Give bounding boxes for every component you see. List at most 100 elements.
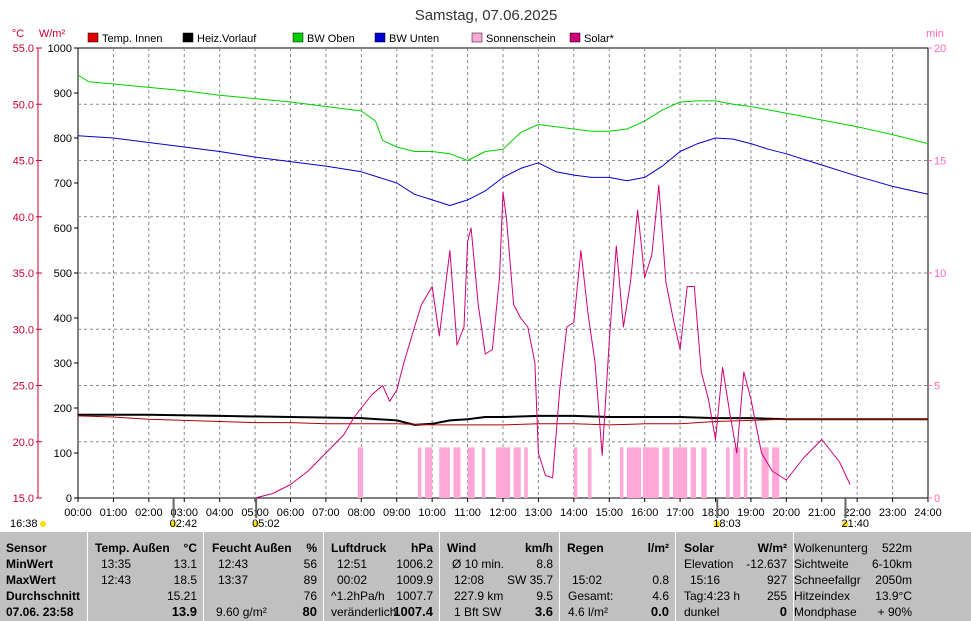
series-lines [77, 74, 929, 499]
pressure-avg-value: 1007.7 [396, 589, 433, 603]
sunshine-bar [357, 447, 364, 498]
marker-dot [170, 521, 177, 527]
rain-max-value: 0.8 [652, 573, 669, 587]
legend-swatch [374, 32, 386, 43]
temp-min-time: 13:35 [101, 557, 132, 571]
rain-header: Regen [567, 541, 604, 555]
minutes-tick-label: 10 [934, 268, 946, 280]
rain-column: Regen l/m² 15:02 0.8 Gesamt: 4.6 4.6 l/m… [560, 532, 676, 621]
series-line [77, 415, 928, 426]
sunshine-bar [690, 447, 697, 498]
temp-tick-label: 35.0 [13, 268, 34, 280]
sunshine-bar [733, 447, 741, 498]
time-markers: 16:38 02:42 05:02 18:03 21:40 [10, 498, 869, 530]
sunshine-bar [761, 447, 769, 498]
solar-tick-label: 900 [54, 88, 72, 100]
moon-phase-label: Mondphase [794, 605, 857, 619]
solar-tick-label: 200 [54, 403, 72, 415]
x-tick-label: 16:00 [631, 507, 659, 519]
solar-current-value: 0 [779, 604, 787, 619]
series-line [77, 135, 929, 206]
x-tick-label: 15:00 [595, 507, 623, 519]
solar-sun-hours: Tag:4:23 h [684, 589, 741, 603]
temp-tick-label: 15.0 [13, 493, 34, 505]
sunshine-bar [481, 447, 486, 498]
chart-axes: 00:00 01:00 02:00 03:00 04:00 05:00 06:00 07:00… [13, 43, 947, 519]
minutes-tick-label: 5 [934, 381, 940, 393]
wind-current-value: 3.6 [534, 604, 553, 619]
wind-column: Wind km/h Ø 10 min. 8.8 12:08 SW 35.7 22… [440, 532, 560, 621]
sunshine-bar [495, 447, 511, 498]
sunshine-bar [524, 447, 528, 498]
marker-dot [842, 521, 849, 527]
sunshine-bar [453, 447, 461, 498]
x-tick-label: 14:00 [560, 507, 588, 519]
sunshine-bar [673, 447, 688, 498]
marker-label: 05:02 [252, 518, 280, 530]
legend-label: BW Unten [389, 33, 439, 45]
pressure-tendency: veränderlich [331, 605, 397, 619]
solar-header: Solar [684, 541, 715, 555]
temp-tick-label: 20.0 [13, 437, 34, 449]
sunshine-bar [573, 447, 578, 498]
temp-tick-label: 45.0 [13, 156, 34, 168]
minutes-tick-label: 20 [934, 43, 946, 55]
x-tick-label: 21:00 [808, 507, 836, 519]
temp-tick-label: 50.0 [13, 99, 34, 111]
wind-day-avg-value: 9.5 [536, 589, 553, 603]
wind-distance: 227.9 km [454, 589, 504, 603]
cloud-base-value: 522m [881, 541, 912, 555]
sunshine-bar [662, 447, 670, 498]
legend-label: Solar* [584, 33, 615, 45]
x-tick-label: 05:00 [241, 507, 269, 519]
x-tick-label: 00:00 [64, 507, 92, 519]
solar-avg-value: 255 [766, 589, 787, 603]
solar-tick-label: 600 [54, 223, 72, 235]
marker-label: 18:03 [713, 518, 741, 530]
sunshine-bar [619, 447, 624, 498]
legend-label: Temp. Innen [102, 33, 163, 45]
humidity-column: Feucht Außen % 12:43 56 13:37 89 76 9.60… [204, 532, 324, 621]
wind-avg10-value: 8.8 [536, 557, 553, 571]
temp-tick-label: 40.0 [13, 212, 34, 224]
legend-label: Sonnenschein [486, 33, 556, 45]
marker-dot [714, 521, 721, 527]
solar-max-time: 15:16 [690, 573, 721, 587]
pressure-header: Luftdruck [331, 541, 387, 555]
humidity-absolute: 9.60 g/m² [216, 605, 267, 619]
x-tick-label: 04:00 [206, 507, 234, 519]
solar-tick-label: 100 [54, 448, 72, 460]
x-tick-label: 18:00 [702, 507, 730, 519]
rain-unit: l/m² [647, 541, 669, 555]
series-line [254, 184, 851, 499]
marker-label: 21:40 [841, 518, 869, 530]
x-tick-label: 23:00 [879, 507, 907, 519]
sunshine-bar [588, 447, 592, 498]
solar-max-value: 927 [766, 573, 787, 587]
pressure-column: Luftdruck hPa 12:51 1006.2 00:02 1009.9 … [324, 532, 440, 621]
minutes-tick-label: 0 [934, 493, 940, 505]
temp-unit: °C [183, 541, 197, 555]
wind-max-value: SW 35.7 [506, 573, 553, 587]
solar-tick-label: 300 [54, 358, 72, 370]
solar-tick-label: 400 [54, 313, 72, 325]
x-tick-label: 19:00 [737, 507, 765, 519]
x-tick-label: 12:00 [489, 507, 517, 519]
pressure-min-time: 12:51 [337, 557, 368, 571]
temp-current-value: 13.9 [171, 604, 197, 619]
x-tick-label: 07:00 [312, 507, 340, 519]
solar-elevation-label: Elevation [684, 557, 734, 571]
temp-tick-label: 25.0 [13, 381, 34, 393]
humidity-avg-value: 76 [303, 589, 317, 603]
pressure-trend: ^1.2hPa/h [331, 589, 385, 603]
sunshine-bar [439, 447, 450, 498]
snowline-label: Schneefallgr [794, 573, 861, 587]
minutes-tick-label: 15 [934, 156, 946, 168]
chart-title: Samstag, 07.06.2025 [415, 7, 558, 24]
x-tick-label: 10:00 [418, 507, 446, 519]
sunshine-bar [743, 447, 748, 498]
sensor-header: Sensor [6, 541, 47, 555]
solar-tick-label: 800 [54, 133, 72, 145]
series-line [77, 74, 929, 161]
visibility-label: Sichtweite [794, 557, 849, 571]
